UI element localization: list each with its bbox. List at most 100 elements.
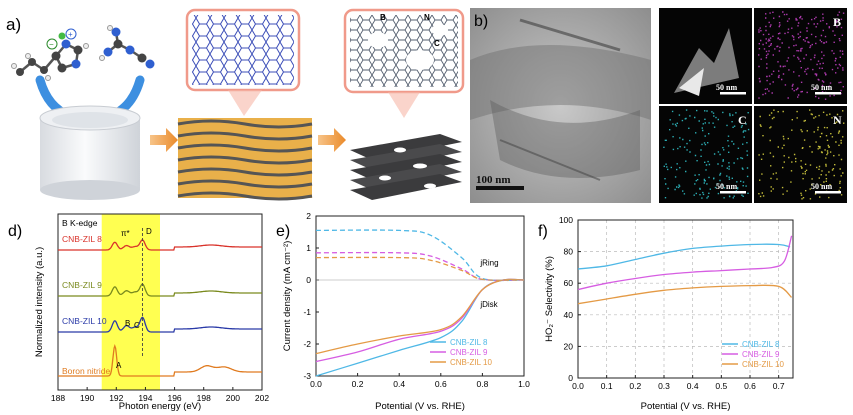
panel-b: b) 100 nm [470,8,651,203]
disk-current-line [315,278,525,355]
haadf-bright-region [679,68,704,96]
panel-a: a) − + [6,8,465,201]
chart-title: B K-edge [62,218,98,228]
y-tick-label: -3 [303,371,311,381]
x-axis-label: Potential (V vs. RHE) [375,401,465,412]
svg-text:N: N [424,13,430,22]
scale-bar [476,186,524,190]
ring-current-line [315,229,525,282]
ring-current-line [315,256,525,281]
panel-d: d) CNB-ZIL 8 CNB-ZIL 9 CNB-ZIL 10 Boron nitr… [8,213,269,412]
eds-map: N 50 nm [754,106,847,203]
x-tick-label: 194 [138,393,152,403]
eds-map-background [754,106,847,203]
x-axis-label: Potential (V vs. RHE) [641,401,731,412]
x-tick-label: 202 [255,393,269,403]
eds-map: B 50 nm [754,8,847,104]
svg-text:+: + [68,30,73,39]
spectrum-line [58,239,262,251]
series-label: Boron nitride [62,366,110,376]
y-tick-label: 40 [564,310,574,320]
peak-label: π* [121,229,130,238]
x-tick-label: 0.3 [658,381,670,391]
x-tick-label: 0.0 [310,379,322,389]
y-axis-label: Normalized intensity (a.u.) [34,247,45,357]
y-tick-label: 100 [559,215,573,225]
eds-map-background [659,106,752,203]
y-axis-label: Current density (mA cm⁻²) [282,241,293,352]
series-line [577,243,791,270]
y-tick-label: 0 [568,373,573,383]
lattice-inset-pristine [185,8,301,116]
y-tick-label: -1 [303,307,311,317]
x-tick-label: 198 [197,393,211,403]
svg-text:B: B [380,13,386,22]
dicyandiamide-molecule [99,25,155,69]
haadf-flake [674,28,739,93]
legend-label: CNB-ZIL 8 [742,340,780,349]
plot-frame [57,213,263,391]
x-axis-label: Photon energy (eV) [119,401,201,412]
y-axis-label: HO₂⁻ Selectivity (%) [544,256,555,342]
disk-current-line [315,278,525,363]
y-tick-label: 60 [564,278,574,288]
plot-frame [577,219,794,379]
peak-label: C [134,321,140,330]
y-tick-label: 2 [306,211,311,221]
x-tick-label: 0.4 [393,379,405,389]
legend-label: CNB-ZIL 10 [450,358,492,367]
peak-label: A [116,361,122,370]
spectrum-line [58,283,262,297]
x-tick-label: 190 [80,393,94,403]
panel-f: f) 0.0 0.1 0.2 0.3 0.4 0.5 0.6 0.7 0 20 40 60 80 100 Po… [538,215,794,412]
x-tick-label: 0.2 [629,381,641,391]
panel-d-label: d) [8,223,22,240]
peak-label: B [125,319,130,328]
panel-e: e) 0.0 0.2 0.4 0.6 0.8 1.0 2 1 0 -1 -2 -3 Potential (… [276,211,530,412]
y-tick-label: 20 [564,341,574,351]
eds-map: 50 nm [659,8,752,104]
x-tick-label: 0.1 [601,381,613,391]
eds-scale-bar [720,92,746,95]
lattice-inset-doped: B N C [343,8,465,118]
panel-e-label: e) [276,223,290,240]
x-tick-label: 200 [226,393,240,403]
x-tick-label: 0.2 [352,379,364,389]
x-tick-label: 196 [167,393,181,403]
series-label: CNB-ZIL 10 [62,316,107,326]
process-arrow-icon [318,128,346,152]
panel-a-label: a) [6,15,21,34]
eds-element-label: B [833,15,841,29]
crucible-icon [39,105,141,200]
porous-stack [350,134,462,200]
eds-element-label: C [738,113,747,127]
x-tick-label: 192 [109,393,123,403]
x-tick-label: 0.4 [687,381,699,391]
y-tick-label: 1 [306,243,311,253]
legend-label: CNB-ZIL 9 [450,348,488,357]
eds-signal [663,109,750,199]
x-tick-label: 1.0 [518,379,530,389]
eds-element-label: N [833,113,842,127]
ionic-liquid-molecule: − + [11,28,89,81]
highlight-region [101,214,160,390]
series-label: CNB-ZIL 9 [62,280,102,290]
legend-label: CNB-ZIL 10 [742,360,784,369]
disk-current-line [315,278,525,377]
eds-signal [758,109,845,200]
process-arrow-icon [150,128,178,152]
y-tick-label: -2 [303,339,311,349]
x-tick-label: 0.0 [572,381,584,391]
eds-scale-label: 50 nm [811,83,832,92]
spectrum-line [58,316,262,333]
plot-frame [315,215,525,377]
x-tick-label: 0.5 [715,381,727,391]
panel-f-label: f) [538,223,548,240]
eds-scale-label: 50 nm [716,83,737,92]
layered-stack [177,118,313,201]
eds-map: C 50 nm [659,106,752,203]
x-tick-label: 188 [51,393,65,403]
eds-scale-label: 50 nm [811,182,832,191]
series-label: CNB-ZIL 8 [62,234,102,244]
